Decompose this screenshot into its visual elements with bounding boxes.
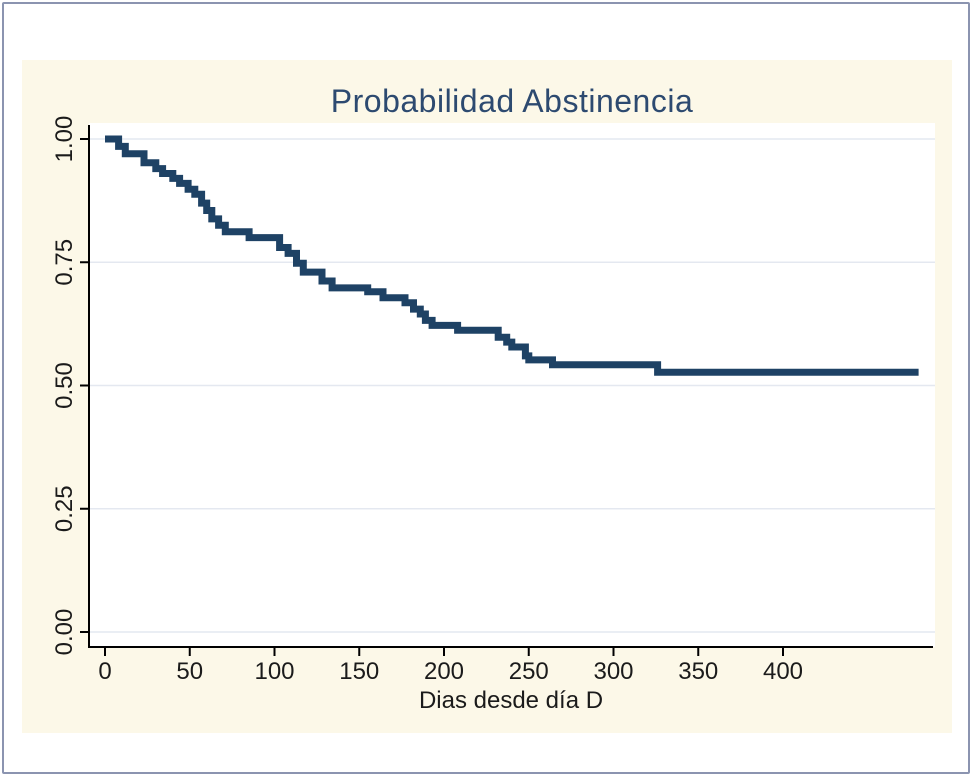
x-tick-label: 100 [254,658,294,685]
x-tick-label: 300 [593,658,633,685]
x-tick-label: 50 [176,658,203,685]
y-tick-label: 1.00 [51,116,78,163]
y-tick-label: 0.50 [51,362,78,409]
x-tick-label: 350 [678,658,718,685]
km-curve [105,135,919,376]
x-tick-label: 0 [98,658,111,685]
y-tick-label: 0.25 [51,485,78,532]
x-axis-label: Dias desde día D [418,687,604,714]
x-tick-label: 200 [424,658,464,685]
x-tick-label: 250 [509,658,549,685]
y-tick-label: 0.00 [51,609,78,656]
chart-title: Probabilidad Abstinencia [330,83,694,119]
x-tick-label: 400 [763,658,803,685]
x-tick-label: 150 [339,658,379,685]
y-tick-label: 0.75 [51,239,78,286]
